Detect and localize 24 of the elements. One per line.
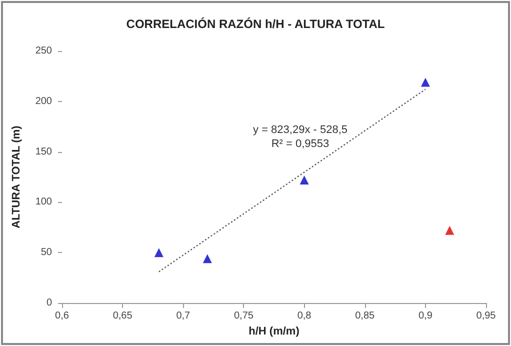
x-tick-label: 0,9	[418, 310, 433, 322]
y-tick-label: 100	[35, 196, 52, 208]
x-tick-label: 0,8	[297, 310, 312, 322]
point	[445, 226, 454, 235]
x-tick-label: 0,95	[476, 310, 496, 322]
point	[420, 78, 430, 87]
point	[202, 254, 212, 264]
y-axis-title: ALTURA TOTAL (m)	[10, 125, 22, 228]
x-tick-label: 0,6	[55, 310, 70, 322]
y-tick-label: 150	[35, 146, 52, 158]
annotation: y = 823,29x - 528,5	[253, 124, 348, 136]
y-tick-label: 200	[35, 96, 52, 107]
y-tick-label: 250	[35, 46, 52, 56]
point	[154, 248, 164, 258]
x-tick-label: 0,75	[234, 310, 254, 322]
x-tick-label: 0,7	[176, 310, 191, 322]
x-axis-title: h/H (m/m)	[248, 325, 300, 338]
x-tick-label: 0,85	[355, 310, 376, 322]
point	[300, 176, 309, 185]
y-tick-label: 0	[46, 298, 52, 308]
x-tick-label: 0,65	[112, 310, 133, 322]
chart-title: CORRELACIÓN RAZÓN h/H - ALTURA TOTAL	[126, 17, 385, 31]
annotation: R² = 0,9553	[271, 138, 330, 150]
y-tick-label: 50	[40, 247, 52, 258]
